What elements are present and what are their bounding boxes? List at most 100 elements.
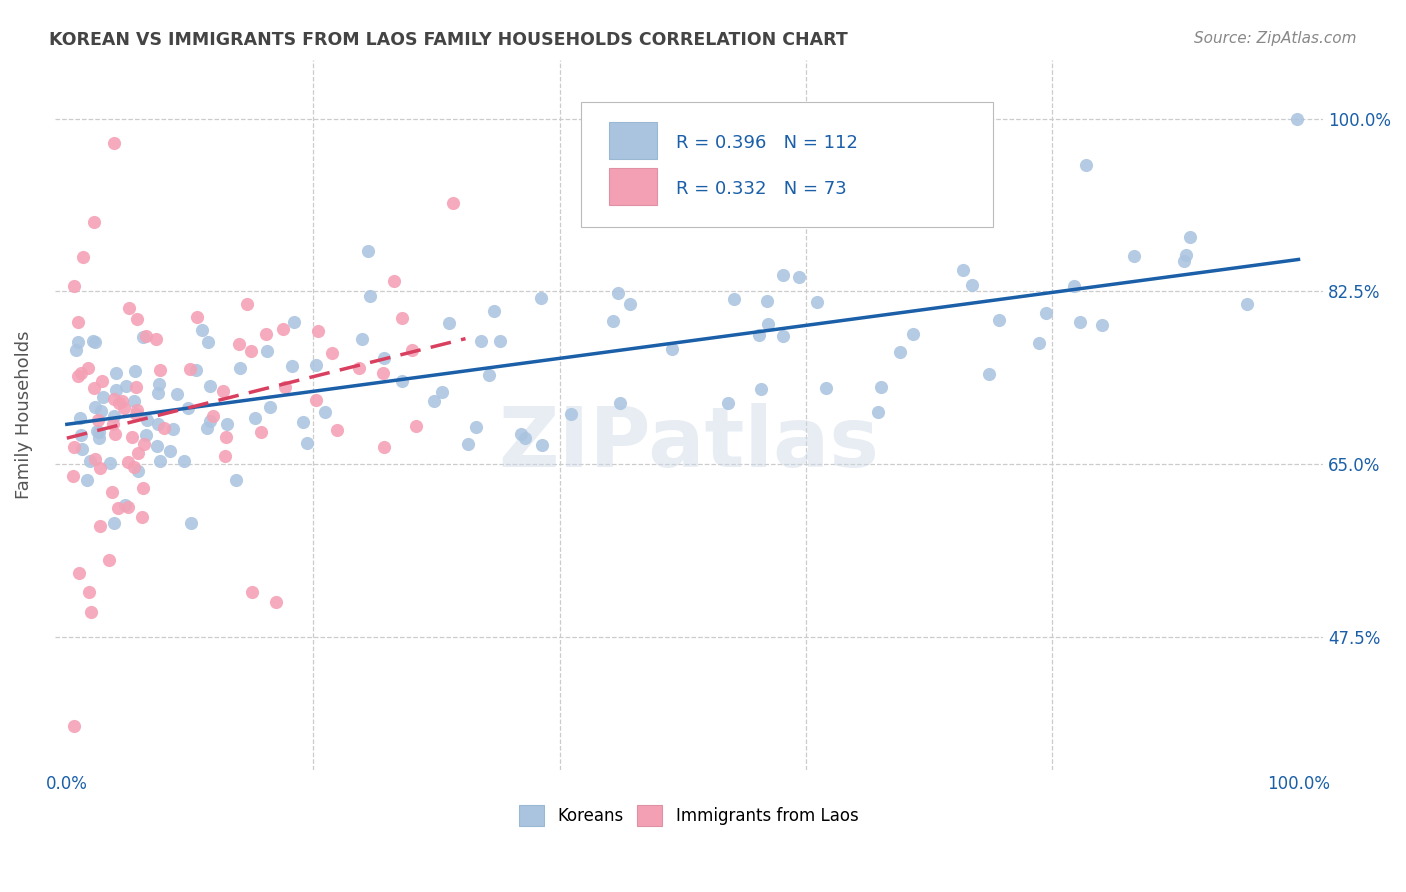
Point [132,481,155,495]
Point [602,314,624,328]
Point [70,366,93,380]
Point [960,278,983,293]
Point [101,485,124,500]
Point [105,366,128,380]
Point [146,386,169,401]
Point [62,278,84,293]
Point [149,454,172,468]
Point [117,301,139,315]
Point [121,430,143,444]
Point [131,509,153,524]
Point [86,424,108,438]
Point [661,342,683,356]
Point [83,451,105,466]
Text: Source: ZipAtlas.com: Source: ZipAtlas.com [1194,31,1357,46]
Point [430,384,453,399]
Point [609,396,631,410]
Point [560,407,582,421]
Point [373,351,395,365]
Point [314,405,336,419]
Point [103,516,125,531]
Point [243,410,266,425]
Point [84,335,107,350]
Point [295,435,318,450]
Point [152,421,174,435]
Point [70,428,93,442]
Point [66,369,89,384]
Point [87,431,110,445]
Point [76,473,98,487]
Point [90,403,112,417]
Point [84,401,107,415]
Point [83,215,105,229]
Point [82,334,104,348]
Point [184,363,207,377]
Point [256,344,278,359]
Point [751,382,773,396]
Point [952,262,974,277]
Point [889,344,911,359]
Point [273,322,295,336]
Point [127,445,149,459]
Point [159,444,181,458]
Point [83,381,105,395]
Point [97,553,120,567]
Point [90,374,112,388]
Point [1035,305,1057,319]
Point [259,401,281,415]
Point [772,328,794,343]
Point [1028,336,1050,351]
Point [359,288,381,302]
Point [1091,318,1114,332]
Point [228,337,250,351]
Point [197,335,219,350]
Point [173,454,195,468]
Point [77,585,100,599]
Point [166,387,188,401]
Point [305,358,328,372]
Point [489,334,512,348]
Point [283,315,305,329]
Point [405,418,427,433]
Point [145,332,167,346]
Point [717,395,740,409]
Legend: Koreans, Immigrants from Laos: Koreans, Immigrants from Laos [519,805,858,826]
Point [814,381,837,395]
Point [127,464,149,478]
Point [280,359,302,373]
Point [67,315,90,329]
Point [80,605,103,619]
Point [274,380,297,394]
Point [307,324,329,338]
Point [1180,230,1202,244]
Point [179,362,201,376]
Point [108,396,131,410]
Point [787,270,810,285]
Point [291,415,314,429]
Point [441,196,464,211]
Point [111,393,134,408]
Point [72,250,94,264]
Point [117,455,139,469]
Point [114,498,136,512]
Point [1175,248,1198,262]
Point [249,425,271,439]
Point [1069,315,1091,329]
Point [439,316,461,330]
Point [382,274,405,288]
Point [347,360,370,375]
Point [112,401,135,415]
Point [66,335,89,350]
Point [1236,296,1258,310]
Point [105,383,128,397]
Point [87,425,110,439]
Point [1122,249,1144,263]
Point [117,500,139,514]
Point [240,343,263,358]
Point [868,404,890,418]
Point [484,303,506,318]
Point [901,326,924,341]
Text: KOREAN VS IMMIGRANTS FROM LAOS FAMILY HOUSEHOLDS CORRELATION CHART: KOREAN VS IMMIGRANTS FROM LAOS FAMILY HO… [49,31,848,49]
Point [869,380,891,394]
Point [103,136,125,151]
